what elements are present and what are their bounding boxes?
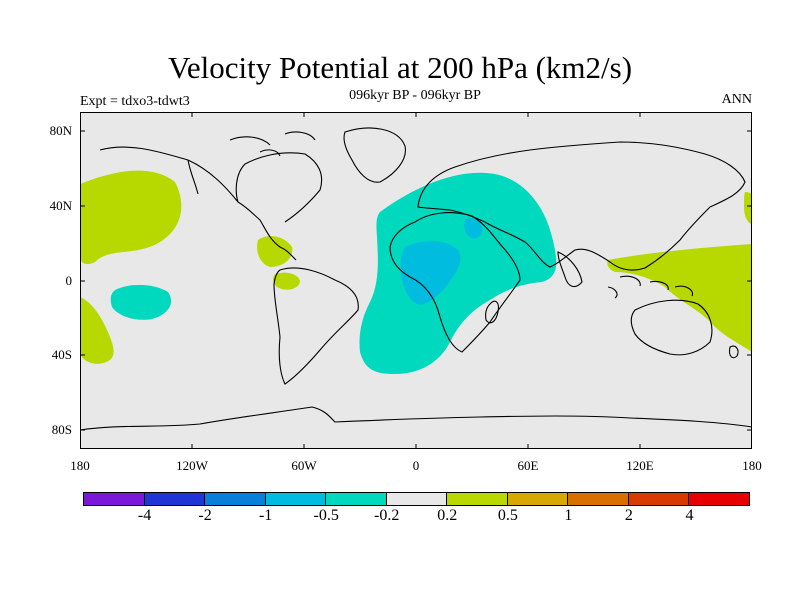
africa-coast: [389, 212, 521, 353]
ytick-label: 40N: [49, 198, 72, 213]
colorbar-label: 0.5: [497, 507, 518, 524]
colorbar-swatch: [446, 492, 508, 506]
colorbar-swatch: [385, 492, 448, 506]
ytick-label: 80S: [51, 422, 72, 437]
colorbar-label: 2: [624, 507, 633, 524]
xtick-label: 120W: [176, 458, 208, 473]
arabia-negative: [463, 218, 483, 239]
colorbar-swatch: [567, 492, 629, 506]
indonesia-islands: [607, 275, 694, 299]
xtick-label: 60W: [291, 458, 317, 473]
colorbar-label: 1: [564, 507, 573, 524]
negative-contour-regions: [110, 172, 557, 374]
colorbar-swatch: [83, 492, 145, 506]
central-pacific-negative: [110, 284, 172, 320]
colorbar-swatch: [688, 492, 751, 506]
positive-contour-regions: [80, 170, 752, 364]
pacific-south-positive: [80, 297, 114, 364]
plot-title: Velocity Potential at 200 hPa (km2/s): [167, 50, 633, 85]
colorbar-label: -4: [137, 507, 152, 524]
colorbar-label: -2: [198, 507, 212, 524]
colorbar-swatch: [264, 492, 327, 506]
greenland-coast: [343, 127, 406, 183]
colorbar-label: 4: [685, 507, 694, 524]
colorbar-label: -0.5: [313, 507, 339, 524]
xtick-label: 0: [412, 458, 420, 473]
season-label: ANN: [721, 92, 752, 107]
madagascar-coast: [485, 300, 499, 324]
colorbar-label: 0.2: [437, 507, 458, 524]
experiment-label: Expt = tdxo3-tdwt3: [80, 94, 190, 109]
colorbar-swatch: [506, 492, 569, 506]
ytick-label: 80N: [49, 123, 72, 138]
india-coast: [557, 251, 583, 288]
colorbar-swatch: [627, 492, 690, 506]
north-america-coast: [99, 146, 323, 261]
arctic-islands: [229, 131, 316, 157]
xtick-label: 180: [70, 458, 90, 473]
caribbean-positive: [257, 236, 293, 267]
africa-negative: [359, 172, 557, 374]
colorbar-swatch: [204, 492, 266, 506]
map-panel: [80, 112, 752, 449]
pacific-north-positive: [80, 170, 182, 265]
xtick-label: 120E: [626, 458, 654, 473]
antarctica-coast: [80, 406, 752, 431]
new-zealand-coast: [729, 345, 739, 359]
xtick-label: 60E: [517, 458, 539, 473]
map-ticks: [80, 112, 752, 449]
south-america-north-positive: [272, 272, 300, 290]
xtick-label: 180: [742, 458, 762, 473]
colorbar-swatch: [325, 492, 387, 506]
colorbar: [83, 492, 751, 506]
east-pacific-positive: [744, 192, 752, 224]
colorbar-label: -0.2: [374, 507, 400, 524]
coastlines: [80, 127, 752, 431]
indopacific-positive: [607, 244, 752, 352]
ytick-label: 40S: [51, 347, 72, 362]
africa-core-negative: [400, 240, 461, 305]
colorbar-label: -1: [258, 507, 273, 524]
colorbar-swatch: [143, 492, 206, 506]
plot-subtitle: 096kyr BP - 096kyr BP: [349, 88, 481, 103]
south-america-coast: [273, 267, 359, 385]
eurasia-coast: [417, 141, 746, 271]
australia-coast: [630, 299, 713, 356]
ytick-label: 0: [65, 273, 73, 288]
